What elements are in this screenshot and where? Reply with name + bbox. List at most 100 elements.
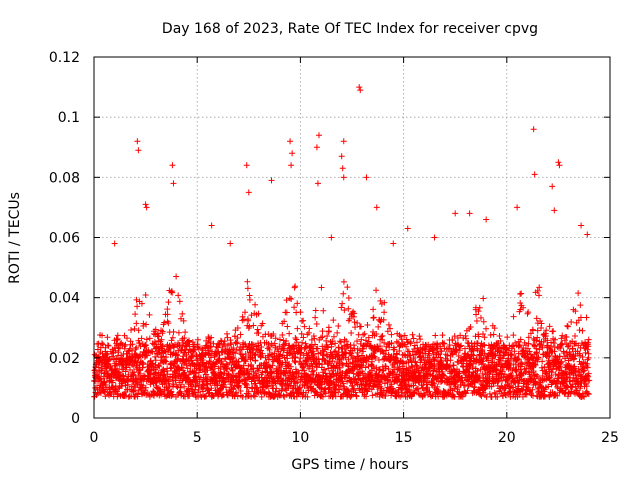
y-tick-label: 0 — [71, 411, 80, 427]
data-point — [142, 384, 149, 391]
data-point — [258, 343, 265, 350]
data-point — [218, 358, 225, 365]
data-point — [301, 323, 308, 330]
data-point — [259, 350, 266, 357]
data-point — [232, 350, 239, 357]
data-point — [297, 309, 304, 316]
data-point — [190, 347, 197, 354]
data-point — [128, 354, 135, 361]
data-point — [280, 392, 287, 399]
data-point — [233, 363, 240, 370]
x-tick-label: 0 — [90, 430, 99, 446]
data-point — [181, 383, 188, 390]
data-point — [207, 338, 214, 345]
data-point — [294, 300, 301, 307]
y-tick-label: 0.12 — [49, 50, 80, 66]
data-point — [296, 370, 303, 377]
data-point — [112, 382, 119, 389]
data-point — [140, 320, 147, 327]
data-point — [149, 360, 156, 367]
data-point — [244, 278, 251, 285]
data-point — [180, 317, 187, 324]
data-point — [168, 289, 175, 296]
data-point — [93, 371, 100, 378]
data-point — [173, 273, 180, 280]
data-point — [194, 343, 201, 350]
data-point — [134, 303, 141, 310]
data-point — [282, 340, 289, 347]
data-point — [244, 285, 251, 292]
data-point — [242, 358, 249, 365]
data-point — [234, 324, 241, 331]
data-point — [310, 385, 317, 392]
data-point — [172, 374, 179, 381]
x-tick-label: 5 — [193, 430, 202, 446]
data-point — [195, 369, 202, 376]
data-point — [130, 363, 137, 370]
data-point — [230, 354, 237, 361]
data-point — [133, 320, 140, 327]
data-point — [301, 346, 308, 353]
data-point — [300, 334, 307, 341]
data-point — [132, 311, 139, 318]
data-point — [207, 343, 214, 350]
data-point — [237, 331, 244, 338]
data-point — [259, 320, 266, 327]
data-point — [271, 340, 278, 347]
data-point — [159, 342, 166, 349]
data-point — [230, 345, 237, 352]
data-point — [205, 333, 212, 340]
data-point — [158, 390, 165, 397]
x-tick-label: 15 — [395, 430, 413, 446]
data-point — [252, 352, 259, 359]
data-point — [170, 328, 177, 335]
data-point — [273, 385, 280, 392]
data-point — [152, 357, 159, 364]
data-point — [127, 366, 134, 373]
data-point — [192, 370, 199, 377]
data-point — [164, 311, 171, 318]
data-point — [159, 328, 166, 335]
data-point — [185, 371, 192, 378]
data-point — [299, 339, 306, 346]
data-point — [188, 353, 195, 360]
data-point — [291, 304, 298, 311]
data-point — [149, 348, 156, 355]
chart-title: Day 168 of 2023, Rate Of TEC Index for r… — [162, 21, 538, 37]
data-point — [255, 330, 262, 337]
y-axis-label: ROTI / TECUs — [7, 192, 23, 284]
data-point — [161, 368, 168, 375]
data-point — [103, 368, 110, 375]
data-point — [270, 330, 277, 337]
data-point — [175, 292, 182, 299]
data-point — [311, 335, 318, 342]
data-point — [165, 378, 172, 385]
data-point — [280, 369, 287, 376]
data-point — [154, 330, 161, 337]
data-point — [114, 336, 121, 343]
data-point — [152, 353, 159, 360]
data-point — [292, 354, 299, 361]
data-point — [279, 331, 286, 338]
data-point — [179, 364, 186, 371]
data-point — [208, 385, 215, 392]
data-point — [309, 348, 316, 355]
data-point — [235, 384, 242, 391]
x-tick-label: 10 — [291, 430, 309, 446]
data-point — [200, 359, 207, 366]
data-point — [138, 300, 145, 307]
data-point — [284, 355, 291, 362]
data-point — [100, 341, 107, 348]
data-point — [132, 346, 139, 353]
data-point — [131, 325, 138, 332]
data-point — [226, 359, 233, 366]
data-point — [300, 317, 307, 324]
data-point — [129, 347, 136, 354]
data-point — [237, 350, 244, 357]
data-point — [102, 393, 109, 400]
data-point — [97, 375, 104, 382]
data-point — [308, 341, 315, 348]
data-point — [284, 323, 291, 330]
data-point — [164, 306, 171, 313]
